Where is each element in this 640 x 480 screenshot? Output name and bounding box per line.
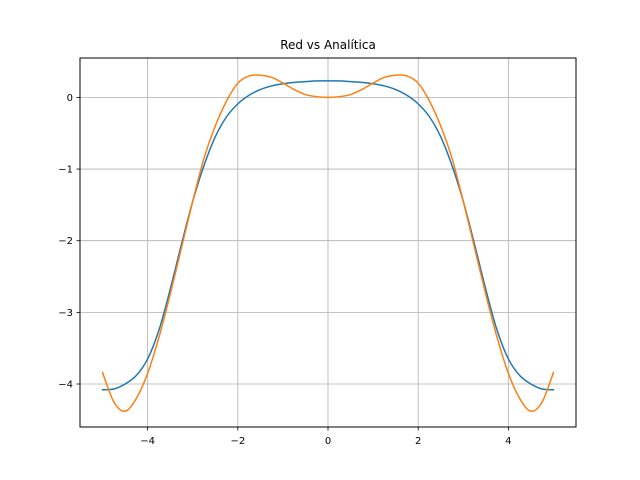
x-tick-label: 0 <box>325 436 331 447</box>
y-tick-label: −4 <box>58 380 73 391</box>
x-tick-label: −2 <box>230 436 245 447</box>
y-tick-label: −3 <box>58 308 73 319</box>
x-tick-label: 2 <box>415 436 421 447</box>
chart-title: Red vs Analítica <box>280 38 376 52</box>
tick-layer: −4 −2 0 2 4 0 −1 −2 −3 −4 <box>58 93 511 447</box>
y-tick-label: −2 <box>58 236 73 247</box>
series-line-2 <box>101 74 555 413</box>
y-tick-label: −1 <box>58 165 73 176</box>
series-layer <box>101 74 555 413</box>
y-tick-label: 0 <box>67 93 73 104</box>
grid-layer <box>80 58 576 427</box>
x-tick-label: −4 <box>140 436 155 447</box>
series-line-1 <box>101 80 555 391</box>
x-tick-label: 4 <box>505 436 511 447</box>
